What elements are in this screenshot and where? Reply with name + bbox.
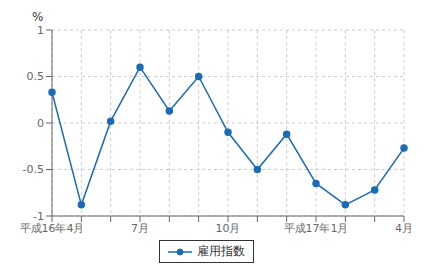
svg-text:平成17年1月: 平成17年1月 <box>284 222 349 235</box>
svg-text:7月: 7月 <box>131 222 149 235</box>
svg-text:10月: 10月 <box>216 222 241 235</box>
svg-text:4月: 4月 <box>395 222 413 235</box>
svg-text:1: 1 <box>37 24 44 37</box>
svg-text:-1: -1 <box>33 210 44 223</box>
svg-text:-0.5: -0.5 <box>23 163 44 176</box>
svg-text:0: 0 <box>37 117 44 130</box>
svg-text:0.5: 0.5 <box>27 70 45 83</box>
svg-text:平成16年4月: 平成16年4月 <box>20 222 85 235</box>
html-text:雇用指数: 雇用指数 <box>196 244 245 258</box>
